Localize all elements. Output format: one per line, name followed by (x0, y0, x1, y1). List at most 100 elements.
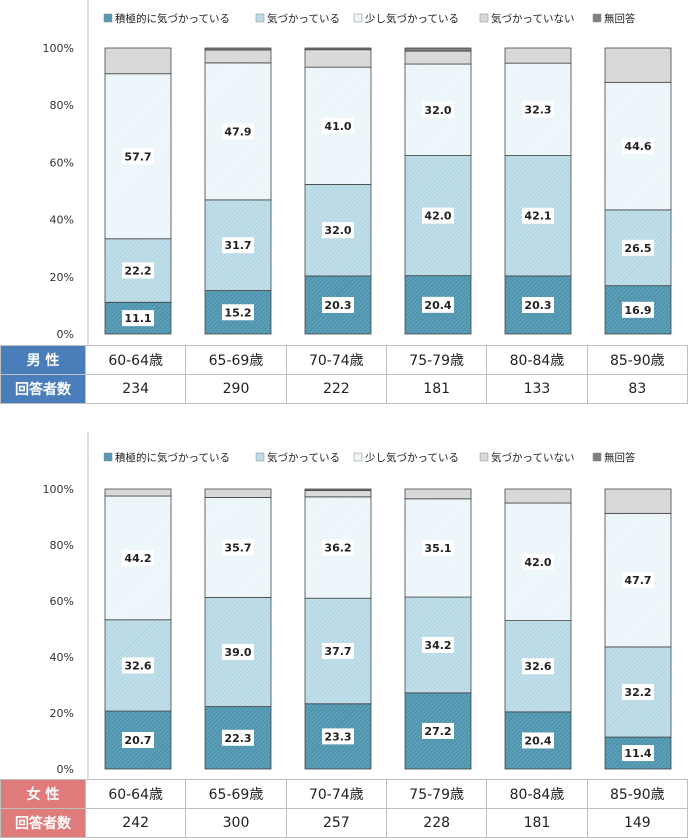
data-label: 15.2 (222, 304, 254, 321)
segment-not-caring (604, 488, 672, 514)
y-tick-label: 20% (50, 707, 74, 720)
count-cell: 149 (586, 808, 689, 838)
legend-label: 少し気づかっている (365, 451, 459, 464)
segment-not-caring (304, 490, 372, 498)
data-label: 57.7 (122, 148, 154, 165)
data-label-background (122, 732, 154, 749)
data-label-background (422, 722, 454, 739)
data-label-background (122, 657, 154, 674)
data-label-background (522, 207, 554, 224)
age-cell: 80-84歳 (486, 345, 588, 375)
data-label: 32.0 (422, 101, 454, 118)
legend-swatch (103, 13, 113, 23)
data-label-text: 32.2 (624, 686, 651, 699)
data-label-text: 20.7 (124, 734, 151, 747)
legend-item: 気づかっていない (479, 451, 574, 464)
data-label-text: 20.4 (524, 734, 551, 747)
data-label-background (322, 222, 354, 239)
stacked-bar: 16.9 26.5 44.6 (604, 47, 672, 335)
data-label: 42.1 (522, 207, 554, 224)
segment-not-caring (104, 47, 172, 75)
data-label-background (322, 296, 354, 313)
data-label-background (122, 262, 154, 279)
y-tick-label: 0% (57, 763, 74, 776)
segment-not-caring (204, 488, 272, 498)
age-cell: 70-74歳 (285, 779, 387, 809)
data-label-text: 11.1 (124, 312, 151, 325)
legend-swatch (479, 13, 489, 23)
data-label: 20.7 (122, 732, 154, 749)
data-label-text: 47.9 (224, 125, 251, 138)
data-label: 22.2 (122, 262, 154, 279)
segment-not-caring (504, 488, 572, 504)
male-panel: 0% 20% 40% 60% 80% 100% 積極的に気づかっている 気づかっている 少し気づ… (0, 0, 692, 410)
data-label-text: 22.3 (224, 732, 251, 745)
data-label-text: 32.0 (324, 224, 351, 237)
count-cell: 181 (385, 374, 488, 404)
segment-no-answer (304, 47, 372, 51)
stacked-bar: 15.2 31.7 47.9 (204, 47, 272, 335)
data-label-text: 41.0 (324, 120, 351, 133)
legend-swatch (103, 452, 113, 462)
legend-swatch (255, 13, 265, 23)
group-label: 男 性 (0, 345, 86, 375)
stacked-bar: 20.3 32.0 41.0 (304, 47, 372, 335)
count-row: 回答者数 242 300 257 228 181 149 (0, 808, 689, 838)
stacked-bar: 20.7 32.6 44.2 (104, 488, 172, 770)
legend-label: 気づかっている (267, 12, 340, 25)
legend-swatch (592, 13, 602, 23)
data-label: 11.4 (622, 745, 654, 762)
segment-not-caring (604, 47, 672, 83)
count-cell: 242 (84, 808, 187, 838)
data-label: 36.2 (322, 539, 354, 556)
data-label-text: 23.3 (324, 730, 351, 743)
data-label: 16.9 (622, 301, 654, 318)
data-label-text: 32.6 (124, 659, 151, 672)
male-respondent-table: 男 性 60-64歳 65-69歳 70-74歳 75-79歳 80-84歳 8… (0, 345, 689, 404)
data-label: 42.0 (522, 553, 554, 570)
data-label-background (422, 101, 454, 118)
data-label-text: 35.7 (224, 541, 251, 554)
count-row: 回答者数 234 290 222 181 133 83 (0, 374, 689, 404)
y-tick-label: 100% (43, 42, 74, 55)
segment-slightly-caring (204, 497, 272, 598)
data-label: 37.7 (322, 642, 354, 659)
count-cell: 300 (185, 808, 287, 838)
female-panel: 0% 20% 40% 60% 80% 100% 積極的に気づかっている 気づかっている 少し気づ… (0, 432, 692, 840)
data-label: 32.6 (122, 657, 154, 674)
age-cell: 65-69歳 (185, 345, 287, 375)
data-label-background (622, 301, 654, 318)
y-tick-label: 20% (50, 271, 74, 284)
data-label-text: 11.4 (624, 747, 651, 760)
legend-swatch (255, 452, 265, 462)
data-label: 41.0 (322, 117, 354, 134)
count-label: 回答者数 (0, 808, 86, 838)
data-label-text: 16.9 (624, 304, 651, 317)
count-cell: 234 (84, 374, 187, 404)
count-cell: 133 (486, 374, 588, 404)
male-stacked-bar-chart: 0% 20% 40% 60% 80% 100% 積極的に気づかっている 気づかっている 少し気づ… (43, 0, 672, 345)
data-label-background (422, 296, 454, 313)
data-label-text: 42.0 (424, 210, 451, 223)
y-tick-label: 100% (43, 483, 74, 496)
data-label-background (322, 117, 354, 134)
data-label-text: 31.7 (224, 239, 251, 252)
legend-swatch (479, 452, 489, 462)
data-label-text: 42.0 (524, 556, 551, 569)
count-cell: 83 (586, 374, 689, 404)
age-cell: 70-74歳 (285, 345, 387, 375)
data-label-background (122, 310, 154, 327)
data-label-text: 20.4 (424, 299, 451, 312)
data-label-text: 39.0 (224, 646, 251, 659)
segment-actively-caring (304, 703, 372, 770)
legend-item: 無回答 (592, 451, 636, 464)
legend-item: 無回答 (592, 12, 636, 25)
age-row: 女 性 60-64歳 65-69歳 70-74歳 75-79歳 80-84歳 8… (0, 779, 689, 809)
legend-swatch (592, 452, 602, 462)
data-label-background (222, 539, 254, 556)
data-label-background (322, 539, 354, 556)
data-label-text: 32.6 (524, 660, 551, 673)
legend-item: 積極的に気づかっている (103, 12, 230, 25)
data-label: 34.2 (422, 636, 454, 653)
data-label: 47.7 (622, 572, 654, 589)
